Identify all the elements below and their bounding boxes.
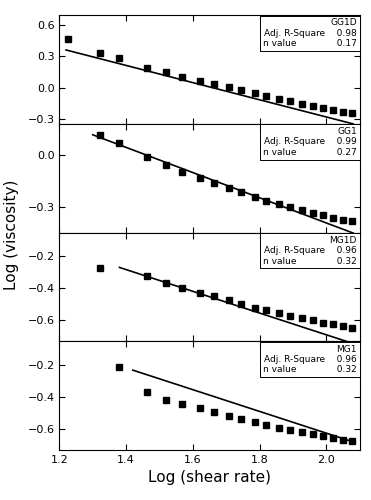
- Text: MG1D
Adj. R-Square    0.96
n value              0.32: MG1D Adj. R-Square 0.96 n value 0.32: [263, 236, 357, 266]
- Text: GG1D
Adj. R-Square    0.98
n value              0.17: GG1D Adj. R-Square 0.98 n value 0.17: [263, 18, 357, 48]
- Text: GG1
Adj. R-Square    0.99
n value              0.27: GG1 Adj. R-Square 0.99 n value 0.27: [263, 127, 357, 157]
- X-axis label: Log (shear rate): Log (shear rate): [148, 470, 271, 486]
- Text: MG1
Adj. R-Square    0.96
n value              0.32: MG1 Adj. R-Square 0.96 n value 0.32: [263, 344, 357, 374]
- Text: Log (viscosity): Log (viscosity): [4, 180, 19, 290]
